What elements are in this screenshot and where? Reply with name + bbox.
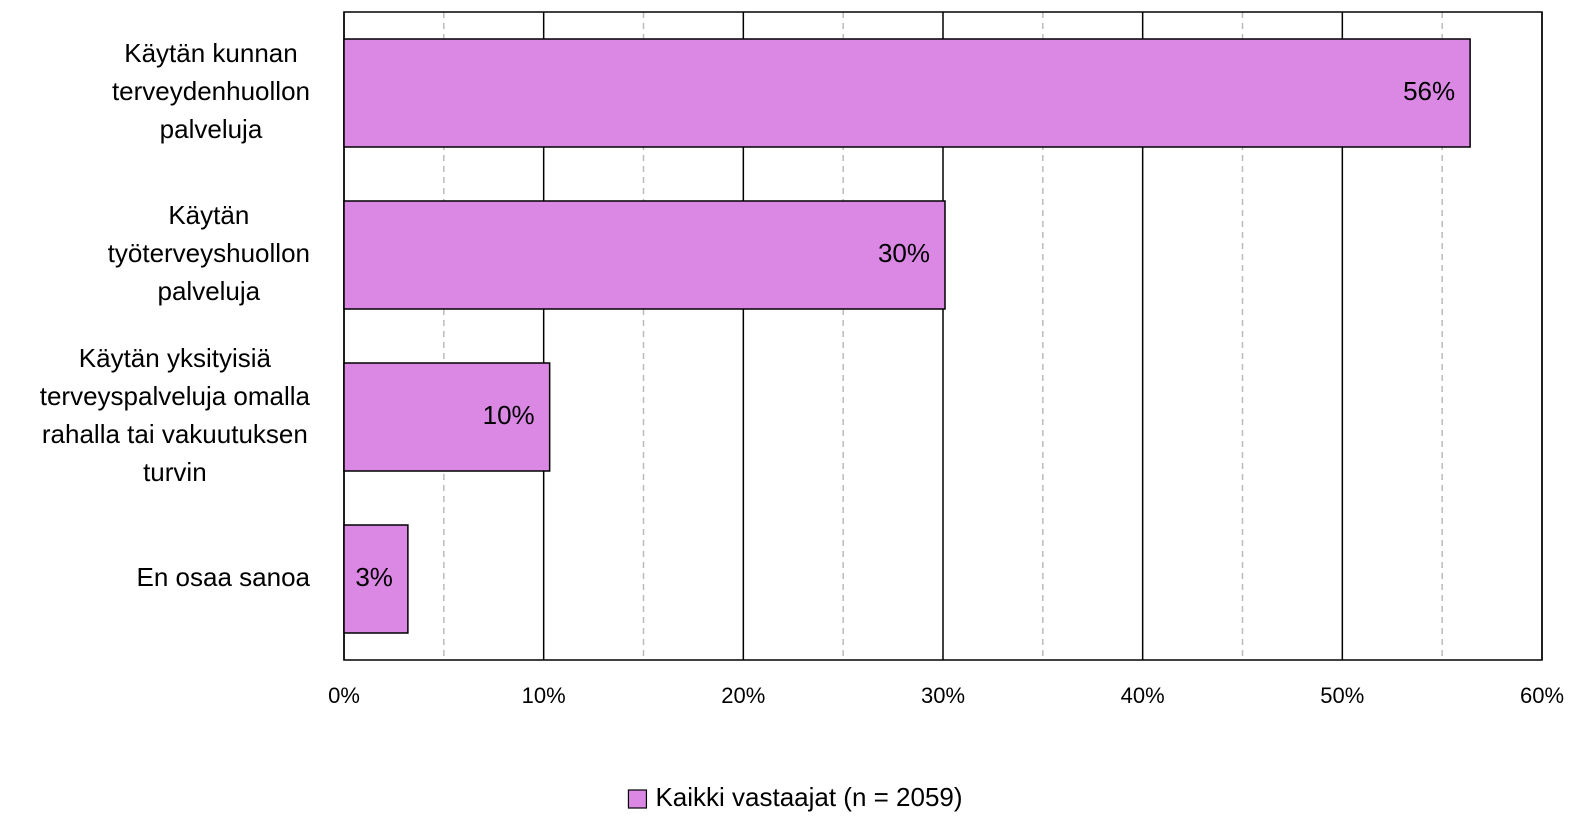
label-line: palveluja (158, 276, 261, 306)
y-tick-label: Käytän kunnan terveydenhuollon palveluja (112, 38, 310, 144)
y-tick-label: En osaa sanoa (137, 562, 311, 592)
legend-swatch (627, 789, 648, 809)
legend-label: Kaikki vastaajat (n = 2059) (655, 782, 962, 812)
x-tick-label: 60% (1520, 683, 1564, 708)
y-tick-label: Käytän yksityisiä terveyspalveluja omalla… (40, 343, 311, 487)
data-label: 10% (483, 400, 535, 430)
label-line: työterveyshuollon (108, 238, 310, 268)
label-line: turvin (143, 457, 207, 487)
bar (343, 200, 946, 310)
data-label: 30% (878, 238, 930, 268)
x-tick-label: 20% (721, 683, 765, 708)
label-line: terveyspalveluja omalla (40, 381, 311, 411)
bar (343, 524, 409, 634)
label-line: Käytän kunnan (124, 38, 297, 68)
x-tick-label: 30% (921, 683, 965, 708)
label-line: palveluja (160, 114, 263, 144)
x-tick-label: 50% (1320, 683, 1364, 708)
x-tick-label: 0% (328, 683, 360, 708)
x-tick-label: 40% (1121, 683, 1165, 708)
x-tick-label: 10% (522, 683, 566, 708)
data-label: 3% (355, 562, 393, 592)
label-line: Käytän yksityisiä (79, 343, 272, 373)
bar (343, 38, 1471, 148)
plot-border (343, 11, 1543, 661)
label-line: rahalla tai vakuutuksen (42, 419, 308, 449)
bar (343, 362, 551, 472)
label-line: En osaa sanoa (137, 562, 311, 592)
y-tick-label: Käytän työterveyshuollon palveluja (108, 200, 310, 306)
label-line: terveydenhuollon (112, 76, 310, 106)
label-line: Käytän (168, 200, 249, 230)
data-label: 56% (1403, 76, 1455, 106)
